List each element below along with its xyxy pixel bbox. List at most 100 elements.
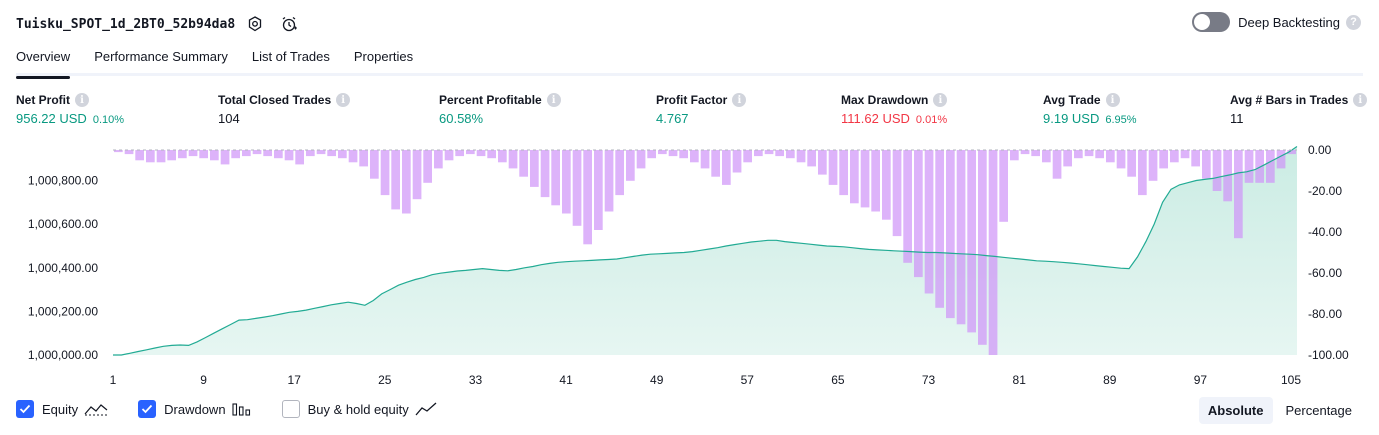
drawdown-bar [1255,150,1264,183]
drawdown-bar [402,150,411,214]
drawdown-bar [1191,150,1200,167]
drawdown-bar [188,150,198,157]
drawdown-bar [540,150,550,198]
drawdown-bar [818,150,827,175]
legend-drawdown[interactable]: Drawdown [138,400,251,418]
drawdown-bar [935,150,944,308]
drawdown-bar [658,150,667,155]
drawdown-bar [348,150,358,163]
drawdown-bar [1084,150,1094,157]
drawdown-bar [380,150,390,196]
drawdown-bar [519,150,528,177]
drawdown-bar [167,150,176,161]
metric-value: 4.767 [656,111,689,126]
legend-label: Equity [42,401,79,417]
drawdown-bar [615,150,624,196]
drawdown-bar [839,150,848,196]
drawdown-bar [1212,150,1222,191]
drawdown-bar [967,150,976,333]
absolute-button[interactable]: Absolute [1198,397,1273,424]
tab-list-of-trades[interactable]: List of Trades [251,49,330,64]
info-icon[interactable]: i [933,93,948,107]
right-axis-label: -100.00 [1308,348,1349,362]
metric-avg-bars: Avg # Bars in Trades i 11 [1230,93,1368,126]
equity-line [113,146,1298,356]
x-axis-label: 49 [650,373,664,387]
metric-value: 60.58% [439,111,484,126]
drawdown-bar [1148,150,1158,181]
drawdown-bar [231,150,240,159]
x-axis-label: 89 [1103,373,1117,387]
header: Tuisku_SPOT_1d_2BT0_52b94da8 [16,10,303,38]
drawdown-bar [754,150,763,157]
drawdown-bar [295,150,304,165]
drawdown-bar [679,150,688,159]
drawdown-bar [626,150,635,181]
x-axis-label: 97 [1194,373,1208,387]
drawdown-bar [146,150,155,163]
x-axis-label: 57 [741,373,755,387]
drawdown-bar [903,150,912,263]
alarm-clock-icon[interactable] [275,10,303,38]
drawdown-bar [711,150,720,177]
drawdown-bar [562,150,571,214]
left-axis-label: 1,000,600.00 [28,217,98,231]
drawdown-bar [434,150,443,169]
drawdown-bar [594,150,603,230]
metric-label: Net Profit [16,93,70,107]
drawdown-bar [604,150,614,212]
info-icon[interactable]: i [1105,93,1120,107]
metric-sub-value: 0.10% [92,114,125,126]
deep-backtesting-label: Deep Backtesting [1238,14,1340,30]
drawdown-bar [124,150,134,155]
metric-value: 956.22 USD [16,111,87,126]
tab-performance-summary[interactable]: Performance Summary [94,49,228,64]
drawdown-bar [316,150,326,155]
legend-buy-hold[interactable]: Buy & hold equity [281,400,437,418]
drawdown-bar [999,150,1008,222]
drawdown-bar [914,150,923,278]
drawdown-bar [444,150,454,161]
drawdown-bar [1180,150,1190,159]
drawdown-bar [1266,150,1275,183]
percentage-button[interactable]: Percentage [1285,403,1353,418]
metric-sub-value: 0.01% [915,114,948,126]
info-icon[interactable]: i [1353,93,1368,107]
help-icon[interactable]: ? [1346,14,1361,30]
drawdown-bar [647,150,656,159]
equity-drawdown-chart[interactable]: 1,000,000.00 1,000,200.00 1,000,400.00 1,00… [0,138,1379,390]
deep-backtesting-toggle[interactable] [1192,12,1231,32]
equity-checkbox[interactable] [16,400,34,418]
drawdown-bar [338,150,347,159]
info-icon[interactable]: i [75,93,89,107]
drawdown-bar [700,150,710,169]
value-mode-switch: Absolute Percentage [1195,397,1361,424]
strategy-title: Tuisku_SPOT_1d_2BT0_52b94da8 [16,16,236,32]
info-icon[interactable]: i [732,93,747,107]
right-axis-label: -20.00 [1308,184,1342,198]
legend-equity[interactable]: Equity [16,400,108,418]
tab-overview[interactable]: Overview [16,44,71,79]
equity-area [113,146,1297,355]
drawdown-bar [572,150,582,226]
info-icon[interactable]: i [336,93,351,107]
settings-icon[interactable] [241,10,269,38]
tab-properties[interactable]: Properties [353,49,414,64]
drawdown-bar [1202,150,1211,179]
buy-hold-checkbox[interactable] [281,400,300,418]
drawdown-bar [263,150,272,157]
drawdown-bar [743,150,752,163]
metric-total-closed-trades: Total Closed Trades i 104 [218,93,351,126]
left-axis-label: 1,000,200.00 [28,304,98,318]
x-axis-label: 33 [469,373,483,387]
info-icon[interactable]: i [546,93,561,107]
metric-value: 104 [218,111,240,126]
drawdown-bar [636,150,646,169]
tab-bar: Overview Performance Summary List of Tra… [16,44,1363,79]
x-axis-label: 1 [110,373,117,387]
x-axis-label: 73 [922,373,936,387]
drawdown-checkbox[interactable] [138,400,157,418]
drawdown-bar [412,150,422,200]
metric-sub-value: 6.95% [1105,114,1137,126]
drawdown-bar [764,150,774,155]
